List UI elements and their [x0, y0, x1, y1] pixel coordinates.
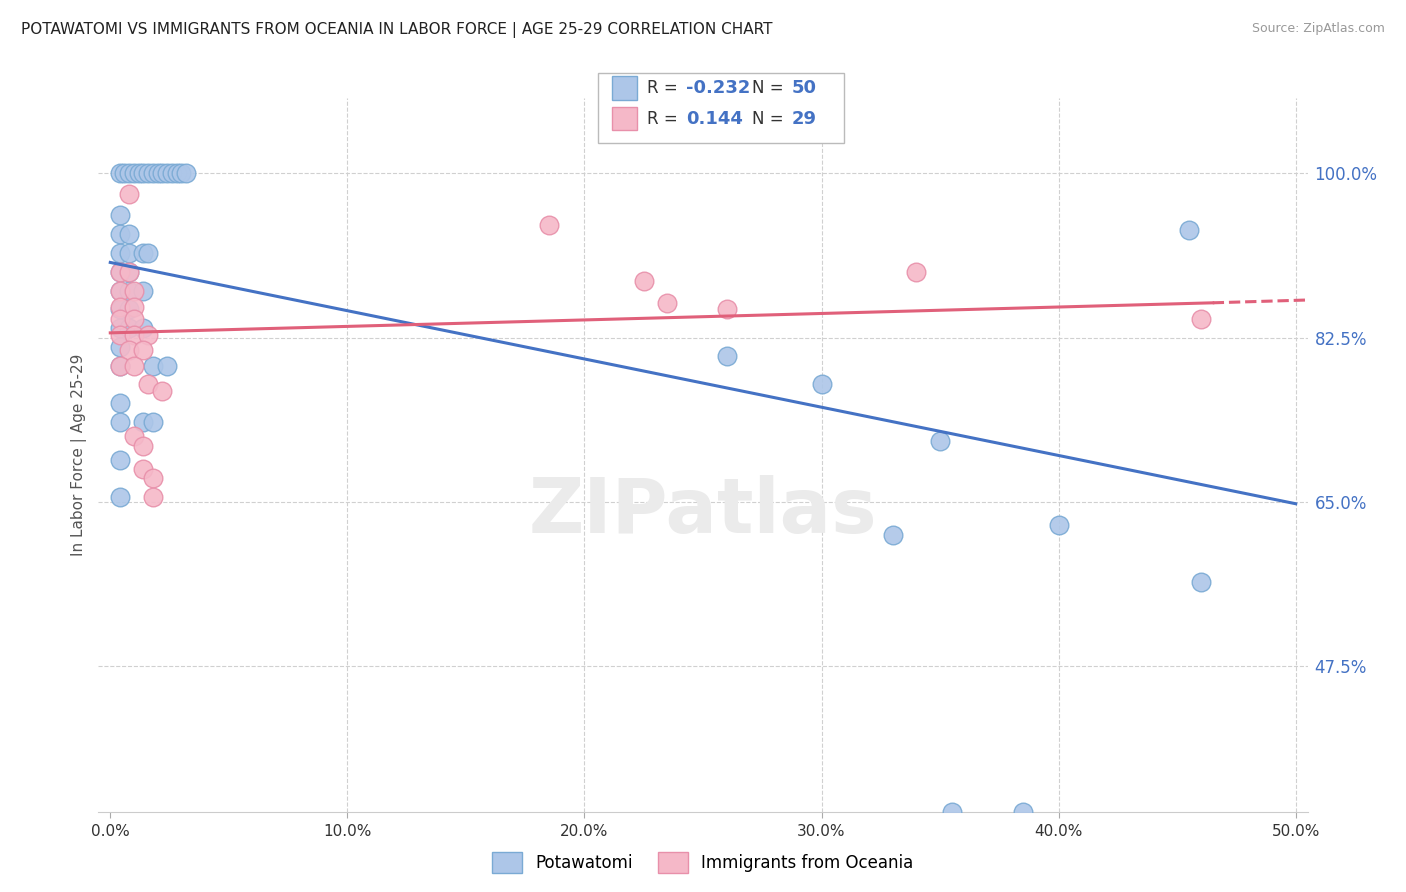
Text: ZIPatlas: ZIPatlas: [529, 475, 877, 549]
Text: N =: N =: [752, 110, 789, 128]
Point: [882, 527, 904, 541]
Text: 29: 29: [792, 110, 817, 128]
Point: [108, 327, 131, 342]
Point: [122, 327, 145, 342]
Point: [118, 265, 141, 279]
Point: [929, 434, 952, 448]
Point: [122, 166, 145, 180]
Point: [537, 218, 560, 232]
Point: [152, 384, 174, 398]
Point: [118, 284, 141, 298]
Text: N =: N =: [752, 79, 789, 97]
Point: [170, 166, 193, 180]
Point: [122, 311, 145, 326]
Point: [122, 429, 145, 443]
Text: R =: R =: [647, 110, 683, 128]
Point: [1178, 222, 1201, 236]
Text: 50: 50: [792, 79, 817, 97]
Point: [118, 227, 141, 242]
Point: [810, 377, 832, 392]
Legend: Potawatomi, Immigrants from Oceania: Potawatomi, Immigrants from Oceania: [485, 846, 921, 880]
Point: [108, 284, 131, 298]
Y-axis label: In Labor Force | Age 25-29: In Labor Force | Age 25-29: [72, 354, 87, 556]
Point: [118, 246, 141, 260]
Point: [633, 274, 655, 288]
Point: [108, 302, 131, 317]
Text: POTAWATOMI VS IMMIGRANTS FROM OCEANIA IN LABOR FORCE | AGE 25-29 CORRELATION CHA: POTAWATOMI VS IMMIGRANTS FROM OCEANIA IN…: [21, 22, 772, 38]
Point: [118, 186, 141, 201]
Point: [716, 349, 738, 363]
Text: R =: R =: [647, 79, 683, 97]
Point: [108, 209, 131, 223]
Point: [1189, 574, 1212, 589]
Point: [128, 166, 150, 180]
Point: [1249, 875, 1271, 889]
Point: [1047, 518, 1070, 533]
Point: [132, 166, 155, 180]
Point: [941, 805, 963, 819]
Point: [114, 166, 136, 180]
Point: [136, 327, 159, 342]
Point: [132, 246, 155, 260]
Point: [108, 284, 131, 298]
Point: [657, 295, 679, 310]
Point: [142, 415, 165, 429]
Point: [108, 311, 131, 326]
Point: [716, 302, 738, 317]
Point: [122, 359, 145, 373]
Text: -0.232: -0.232: [686, 79, 751, 97]
Point: [160, 166, 183, 180]
Point: [174, 166, 197, 180]
Point: [122, 284, 145, 298]
Point: [108, 321, 131, 335]
Point: [108, 396, 131, 410]
Point: [118, 265, 141, 279]
Point: [108, 265, 131, 279]
Point: [108, 227, 131, 242]
Point: [132, 321, 155, 335]
Text: 0.144: 0.144: [686, 110, 742, 128]
Point: [132, 438, 155, 452]
Point: [108, 452, 131, 467]
Point: [108, 265, 131, 279]
Point: [118, 321, 141, 335]
Point: [142, 166, 165, 180]
Point: [142, 490, 165, 504]
Point: [136, 246, 159, 260]
Point: [118, 302, 141, 317]
Point: [108, 300, 131, 314]
Point: [108, 415, 131, 429]
Point: [156, 166, 179, 180]
Point: [142, 471, 165, 485]
Point: [132, 462, 155, 476]
Point: [108, 359, 131, 373]
Point: [108, 246, 131, 260]
Point: [166, 166, 188, 180]
Point: [118, 166, 141, 180]
Point: [132, 343, 155, 357]
Point: [142, 359, 165, 373]
Text: Source: ZipAtlas.com: Source: ZipAtlas.com: [1251, 22, 1385, 36]
Point: [108, 359, 131, 373]
Point: [108, 166, 131, 180]
Point: [146, 166, 169, 180]
Point: [152, 166, 174, 180]
Point: [136, 377, 159, 392]
Point: [132, 415, 155, 429]
Point: [108, 340, 131, 354]
Point: [122, 300, 145, 314]
Point: [136, 166, 159, 180]
Point: [1189, 311, 1212, 326]
Point: [1012, 805, 1035, 819]
Point: [118, 343, 141, 357]
Point: [905, 265, 928, 279]
Point: [132, 284, 155, 298]
Point: [156, 359, 179, 373]
Point: [108, 490, 131, 504]
